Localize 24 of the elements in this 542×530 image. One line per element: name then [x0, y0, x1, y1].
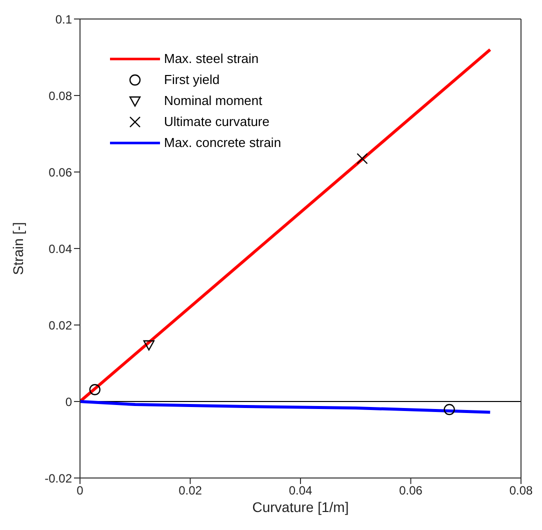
point	[356, 153, 368, 164]
x-tick-label: 0.06	[399, 484, 423, 498]
point	[89, 384, 100, 396]
point	[444, 404, 455, 416]
line-series	[80, 400, 492, 414]
y-tick-label: 0.1	[55, 12, 72, 26]
y-tick-label: -0.02	[44, 471, 72, 486]
legend-label: Nominal moment	[164, 93, 262, 108]
x-axis-title: Curvature [1/m]	[252, 499, 349, 515]
x-tick-label: 0.04	[288, 484, 312, 498]
legend-label: Max. steel strain	[164, 51, 259, 66]
x-tick-label: 0.02	[178, 484, 202, 498]
legend-label: Max. concrete strain	[164, 135, 282, 150]
y-tick-label: 0.06	[48, 165, 72, 180]
y-tick-label: 0.02	[48, 318, 72, 332]
y-tick-label: 0	[65, 394, 72, 409]
x-tick-label: 0	[76, 484, 84, 498]
y-tick-label: 0.04	[48, 242, 72, 256]
x-tick-label: 0.08	[509, 484, 533, 498]
y-axis-title: Strain [-]	[10, 222, 26, 275]
point	[143, 340, 155, 350]
legend-label: First yield	[164, 72, 220, 87]
y-tick-label: 0.08	[48, 88, 72, 103]
legend-label: Ultimate curvature	[164, 114, 270, 129]
